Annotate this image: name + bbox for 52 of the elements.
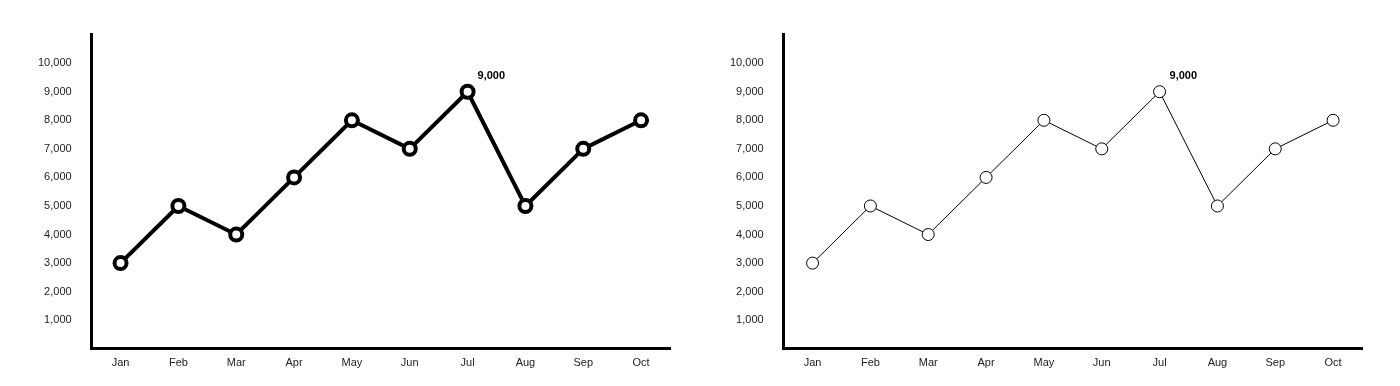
x-tick-label: May	[341, 356, 363, 369]
point	[517, 197, 534, 214]
y-tick-label: 8,000	[736, 113, 764, 126]
x-tick-label: Aug	[1207, 356, 1228, 369]
y-tick-label: 9,000	[44, 84, 72, 97]
y-tick-label: 7,000	[44, 141, 72, 154]
x-tick-label: Jul	[460, 356, 475, 369]
x-tick-label: Mar	[226, 356, 247, 369]
y-tick-label: 4,000	[44, 227, 72, 240]
x-tick-label: Jan	[111, 356, 130, 369]
x-tick-label: May	[1033, 356, 1055, 369]
x-tick-label: Sep	[1265, 356, 1286, 369]
x-tick-label: Sep	[573, 356, 594, 369]
y-tick-label: 6,000	[736, 170, 764, 183]
point	[343, 112, 360, 129]
x-tick-label: Feb	[168, 356, 188, 369]
y-tick-label: 10,000	[729, 56, 764, 69]
point	[170, 197, 187, 214]
y-tick-label: 3,000	[44, 256, 72, 269]
annotation: 9,000	[477, 69, 506, 82]
x-tick-label: Jun	[400, 356, 419, 369]
y-tick-label: 1,000	[736, 313, 764, 326]
x-tick-label: Jul	[1152, 356, 1167, 369]
point	[575, 140, 592, 157]
point	[633, 112, 650, 129]
y-tick-label: 1,000	[44, 313, 72, 326]
point	[112, 255, 129, 272]
point	[401, 140, 418, 157]
y-tick-label: 7,000	[736, 141, 764, 154]
x-tick-label: Oct	[632, 356, 650, 369]
point	[228, 226, 245, 243]
y-tick-label: 10,000	[37, 56, 72, 69]
y-tick-label: 4,000	[736, 227, 764, 240]
x-tick-label: Apr	[977, 356, 995, 369]
y-tick-label: 2,000	[736, 284, 764, 297]
y-tick-label: 3,000	[736, 256, 764, 269]
x-tick-label: Jan	[803, 356, 822, 369]
x-tick-label: Feb	[860, 356, 880, 369]
y-tick-label: 8,000	[44, 113, 72, 126]
y-tick-label: 5,000	[736, 199, 764, 212]
x-tick-label: Apr	[285, 356, 303, 369]
annotation: 9,000	[1169, 69, 1198, 82]
y-tick-label: 2,000	[44, 284, 72, 297]
y-tick-label: 9,000	[736, 84, 764, 97]
point	[286, 169, 303, 186]
x-tick-label: Aug	[515, 356, 536, 369]
x-tick-label: Jun	[1092, 356, 1111, 369]
x-tick-label: Oct	[1324, 356, 1342, 369]
x-tick-label: Mar	[918, 356, 939, 369]
y-tick-label: 6,000	[44, 170, 72, 183]
y-tick-label: 5,000	[44, 199, 72, 212]
point	[459, 83, 476, 100]
